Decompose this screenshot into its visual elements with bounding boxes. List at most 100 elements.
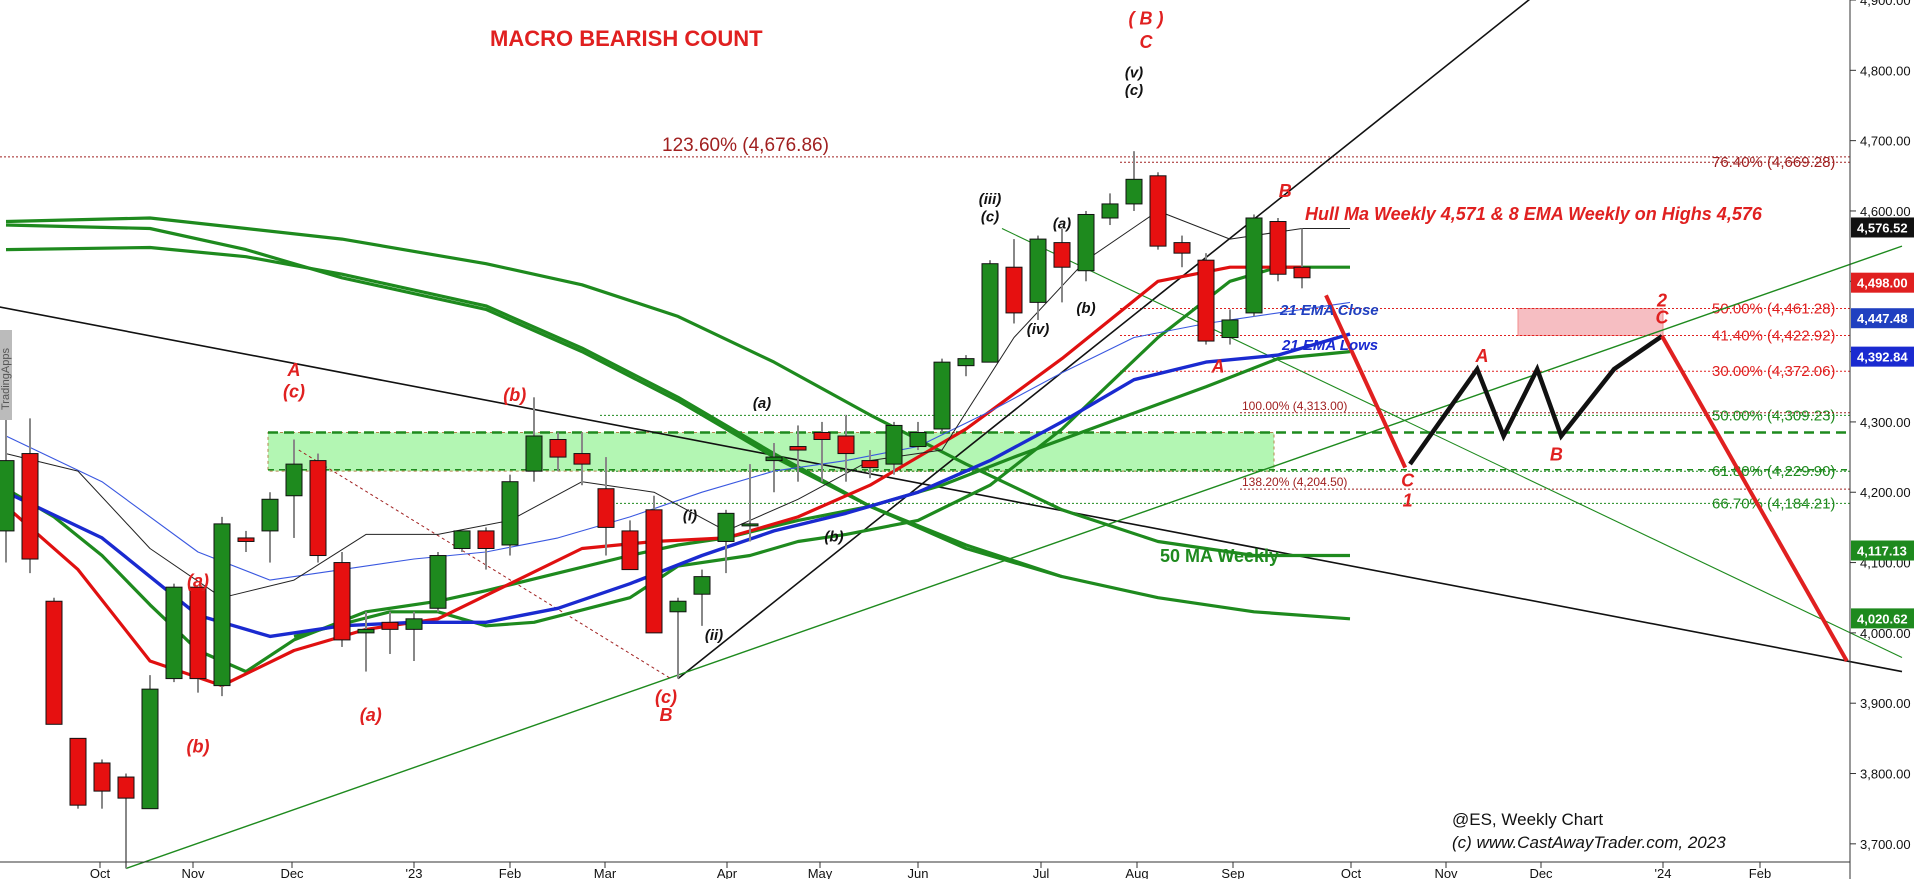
candle — [1221, 319, 1239, 339]
footer-line: (c) www.CastAwayTrader.com, 2023 — [1452, 833, 1726, 852]
ma-line — [5, 332, 1351, 639]
candle — [165, 586, 183, 680]
price-tag-label: 4,447.48 — [1857, 311, 1908, 326]
x-tick-label: Jun — [908, 866, 929, 879]
wave-label: (a) — [1053, 216, 1071, 233]
candle — [1029, 238, 1047, 303]
price-tag — [1851, 346, 1914, 367]
wave-label: C — [1656, 307, 1670, 327]
candle — [1197, 259, 1215, 342]
price-tag-label: 4,020.62 — [1857, 611, 1908, 626]
fib-level-label: 50.00% (4,461.28) — [1712, 301, 1835, 318]
wave-label: (iv) — [1027, 321, 1050, 338]
y-tick-label: 4,300.00 — [1860, 415, 1911, 430]
x-tick-label: Oct — [1341, 866, 1362, 879]
y-tick-label: 4,600.00 — [1860, 204, 1911, 219]
wave-label: (v) — [1125, 64, 1143, 81]
wave-label: A — [1211, 357, 1225, 377]
candle — [357, 628, 375, 634]
candle — [381, 621, 399, 630]
x-tick-label: Nov — [1434, 866, 1458, 879]
candle — [1149, 175, 1167, 247]
candle — [1245, 217, 1263, 314]
y-tick-label: 4,800.00 — [1860, 63, 1911, 78]
y-tick-label: 4,200.00 — [1860, 485, 1911, 500]
candle — [0, 460, 15, 532]
candle — [525, 435, 543, 472]
candle — [1005, 266, 1023, 314]
x-tick-label: Feb — [499, 866, 521, 879]
hull-label: Hull Ma Weekly 4,571 & 8 EMA Weekly on H… — [1305, 204, 1763, 224]
wave-label: B — [660, 705, 673, 725]
ma-line — [5, 223, 1351, 621]
x-tick-label: Mar — [594, 866, 617, 879]
candle — [1125, 178, 1143, 205]
candle — [141, 688, 159, 810]
candle — [981, 263, 999, 363]
trendline — [0, 306, 1903, 673]
x-tick-label: Jul — [1033, 866, 1050, 879]
x-tick-label: Apr — [717, 866, 738, 879]
candle — [909, 431, 927, 448]
candle — [477, 530, 495, 549]
watermark: TradingApps — [0, 348, 12, 410]
candle — [453, 530, 471, 549]
chart-title: MACRO BEARISH COUNT — [490, 26, 763, 51]
wave-label: B — [1279, 181, 1292, 201]
trendline — [125, 245, 1903, 870]
wave-label: (i) — [683, 507, 697, 524]
y-tick-label: 3,700.00 — [1860, 837, 1911, 852]
fib-level-label: 123.60% (4,676.86) — [662, 135, 829, 156]
x-tick-label: Dec — [280, 866, 304, 879]
price-tag — [1851, 272, 1914, 293]
fib-level-label: 50.00% (4,309.23) — [1712, 407, 1835, 424]
wave-label: (b) — [1076, 300, 1095, 317]
wave-label: (a) — [753, 395, 771, 412]
projection-black-wave — [1408, 334, 1664, 466]
fib-level-label: 138.20% (4,204.50) — [1242, 475, 1347, 489]
x-tick-label: May — [808, 866, 833, 879]
wave-label: 2 — [1656, 291, 1667, 311]
candle — [765, 456, 783, 462]
candle — [717, 512, 735, 542]
candle — [45, 600, 63, 725]
x-tick-label: Dec — [1529, 866, 1553, 879]
wave-label: C — [1401, 471, 1415, 491]
candle — [21, 453, 39, 560]
wave-label: (a) — [360, 705, 382, 725]
candles-layer — [0, 151, 1311, 869]
candle — [621, 530, 639, 571]
trendline — [1001, 228, 1903, 658]
ema-lows-label: 21 EMA Lows — [1281, 337, 1378, 354]
candle — [741, 523, 759, 527]
candle — [93, 762, 111, 792]
x-tick-label: '23 — [406, 866, 423, 879]
wave-label: (ii) — [705, 627, 723, 644]
ema-close-label: 21 EMA Close — [1279, 302, 1379, 319]
candle — [117, 776, 135, 799]
ma-line — [4, 265, 1302, 688]
price-tag — [1851, 308, 1914, 329]
price-tag-label: 4,498.00 — [1857, 276, 1908, 291]
dotted-trendline — [298, 449, 672, 680]
projection-red-wave — [1660, 335, 1849, 662]
candle — [861, 460, 879, 469]
candle — [1077, 213, 1095, 272]
candle — [1053, 242, 1071, 268]
candle — [501, 481, 519, 546]
x-tick-label: Nov — [181, 866, 205, 879]
resistance-zone — [1517, 308, 1664, 336]
projection-red-wave — [1324, 294, 1408, 469]
y-tick-label: 4,900.00 — [1860, 0, 1911, 8]
wave-label: (c) — [981, 209, 999, 226]
candle — [789, 446, 807, 451]
wave-label: (c) — [655, 687, 677, 707]
wave-label: 1 — [1403, 490, 1413, 510]
x-tick-label: Aug — [1125, 866, 1148, 879]
wave-label: ( B ) — [1129, 9, 1164, 29]
candle — [1173, 242, 1191, 254]
x-tick-label: Oct — [90, 866, 111, 879]
ma-line — [5, 301, 1351, 581]
